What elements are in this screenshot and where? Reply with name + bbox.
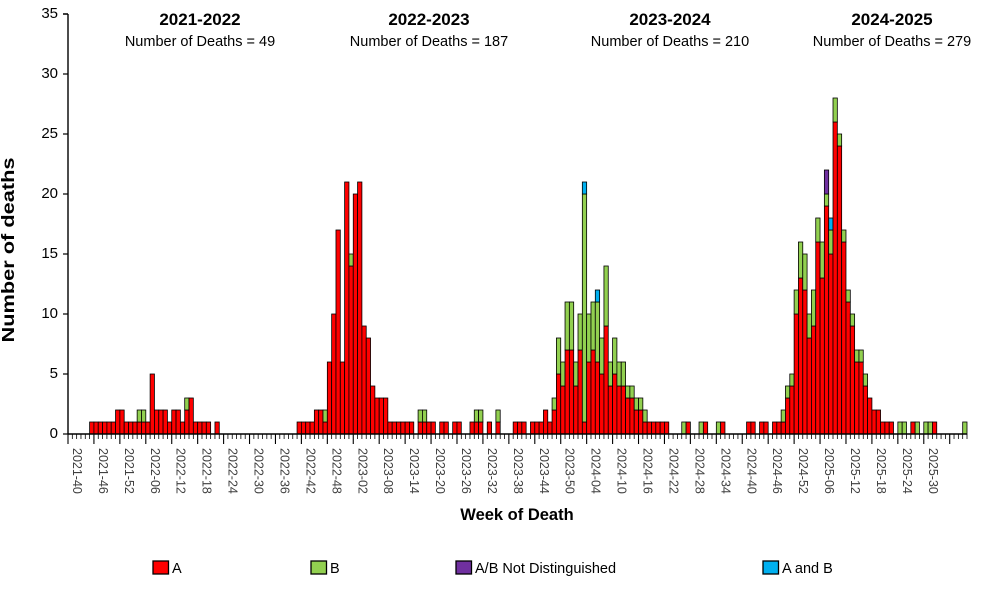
svg-text:2022-2023: 2022-2023: [388, 10, 469, 29]
svg-text:2021-40: 2021-40: [70, 448, 84, 494]
svg-text:2023-32: 2023-32: [485, 448, 499, 494]
svg-text:2022-36: 2022-36: [277, 448, 291, 494]
svg-text:2024-46: 2024-46: [770, 448, 784, 494]
svg-text:2025-12: 2025-12: [848, 448, 862, 494]
svg-text:2024-34: 2024-34: [718, 448, 732, 494]
svg-text:30: 30: [41, 65, 58, 82]
svg-text:2023-26: 2023-26: [459, 448, 473, 494]
svg-text:15: 15: [41, 245, 58, 262]
svg-text:25: 25: [41, 125, 58, 142]
svg-text:2023-44: 2023-44: [537, 448, 551, 494]
svg-text:Number of Deaths = 187: Number of Deaths = 187: [350, 34, 508, 50]
svg-text:2025-24: 2025-24: [900, 448, 914, 494]
svg-text:Number of Deaths = 279: Number of Deaths = 279: [813, 34, 971, 50]
svg-text:2023-02: 2023-02: [355, 448, 369, 494]
svg-text:2023-38: 2023-38: [511, 448, 525, 494]
svg-text:2023-14: 2023-14: [407, 448, 421, 494]
svg-text:20: 20: [41, 185, 58, 202]
svg-text:2021-52: 2021-52: [122, 448, 136, 494]
svg-text:2024-40: 2024-40: [744, 448, 758, 494]
svg-text:2024-28: 2024-28: [692, 448, 706, 494]
svg-text:Number of Deaths = 49: Number of Deaths = 49: [125, 34, 275, 50]
svg-text:Week of Death: Week of Death: [460, 506, 573, 524]
svg-text:2022-42: 2022-42: [303, 448, 317, 494]
svg-text:A: A: [172, 561, 182, 577]
svg-text:2024-10: 2024-10: [615, 448, 629, 494]
svg-text:10: 10: [41, 305, 58, 322]
svg-text:2023-20: 2023-20: [433, 448, 447, 494]
svg-text:2023-2024: 2023-2024: [629, 10, 711, 29]
svg-text:2022-24: 2022-24: [226, 448, 240, 494]
svg-text:2024-52: 2024-52: [796, 448, 810, 494]
svg-text:2022-48: 2022-48: [329, 448, 343, 494]
svg-text:2021-2022: 2021-2022: [159, 10, 240, 29]
svg-text:2024-04: 2024-04: [589, 448, 603, 494]
svg-text:B: B: [330, 561, 340, 577]
svg-text:2021-46: 2021-46: [96, 448, 110, 494]
svg-text:A and B: A and B: [782, 561, 833, 577]
svg-text:2022-18: 2022-18: [200, 448, 214, 494]
svg-text:2022-30: 2022-30: [252, 448, 266, 494]
svg-text:5: 5: [50, 365, 58, 382]
svg-text:2025-30: 2025-30: [926, 448, 940, 494]
svg-text:2025-06: 2025-06: [822, 448, 836, 494]
svg-text:2022-06: 2022-06: [148, 448, 162, 494]
svg-text:2023-50: 2023-50: [563, 448, 577, 494]
svg-text:Number of Deaths = 210: Number of Deaths = 210: [591, 34, 749, 50]
svg-text:A/B Not Distinguished: A/B Not Distinguished: [475, 561, 616, 577]
svg-text:2025-18: 2025-18: [874, 448, 888, 494]
svg-text:2024-2025: 2024-2025: [851, 10, 932, 29]
svg-text:0: 0: [50, 425, 58, 442]
svg-text:2023-08: 2023-08: [381, 448, 395, 494]
svg-text:2022-12: 2022-12: [174, 448, 188, 494]
svg-text:2024-22: 2024-22: [666, 448, 680, 494]
svg-text:Number of deaths: Number of deaths: [0, 157, 18, 342]
svg-text:35: 35: [41, 5, 58, 22]
svg-text:2024-16: 2024-16: [641, 448, 655, 494]
